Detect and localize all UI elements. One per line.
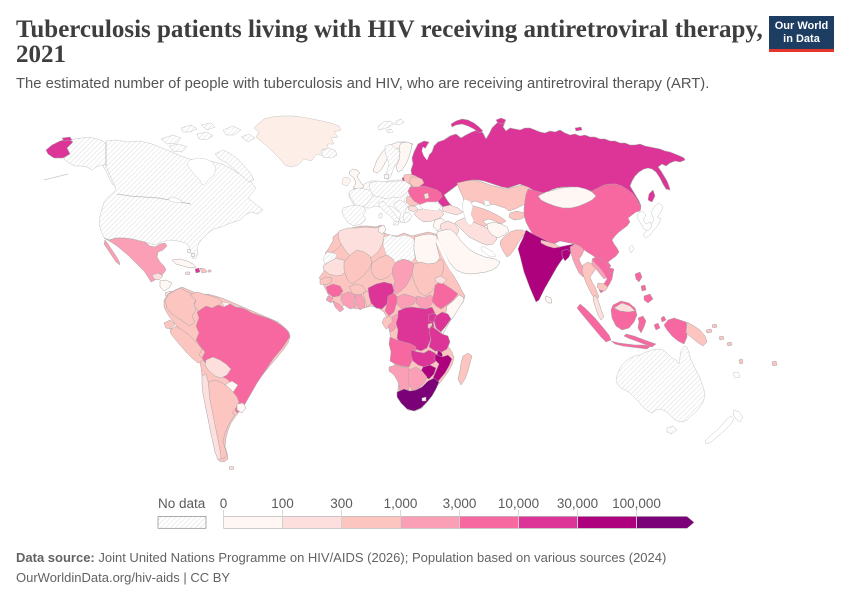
svg-text:30,000: 30,000: [557, 496, 598, 511]
svg-text:100,000: 100,000: [612, 496, 661, 511]
svg-text:300: 300: [330, 496, 353, 511]
svg-text:10,000: 10,000: [498, 496, 539, 511]
svg-text:1,000: 1,000: [384, 496, 418, 511]
svg-text:No data: No data: [158, 496, 206, 511]
svg-text:100: 100: [271, 496, 294, 511]
svg-text:0: 0: [220, 496, 228, 511]
svg-text:3,000: 3,000: [443, 496, 477, 511]
